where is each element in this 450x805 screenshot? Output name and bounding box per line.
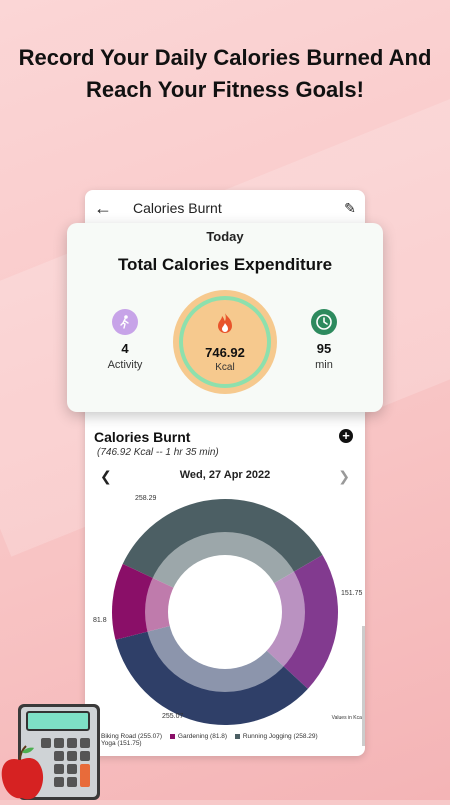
pie-label: 255.07: [162, 713, 184, 720]
slice-biking-road[interactable]: [115, 612, 308, 725]
legend-label: Yoga (151.75): [101, 740, 142, 747]
date-navigator: ❮ Wed, 27 Apr 2022 ❯: [85, 468, 365, 486]
chart-legend: Biking Road (255.07) Gardening (81.8) Ru…: [93, 733, 363, 747]
next-date-chevron-icon[interactable]: ❯: [338, 468, 350, 484]
activity-label: Activity: [107, 359, 143, 371]
walking-person-icon: [112, 309, 138, 335]
time-stat: 95 min: [294, 309, 354, 371]
app-bar-title: Calories Burnt: [133, 200, 222, 216]
legend-item: Running Jogging (258.29): [234, 733, 318, 740]
slice-yoga[interactable]: [225, 554, 338, 689]
activity-stat: 4 Activity: [95, 309, 155, 371]
calories-ring: 746.92 Kcal: [173, 290, 277, 394]
legend-label: Biking Road (255.07): [101, 733, 163, 740]
pie-label: 81.8: [93, 617, 107, 624]
app-logo: [0, 700, 100, 800]
edit-pencil-icon[interactable]: ✎: [344, 199, 356, 216]
back-arrow-icon[interactable]: ←: [94, 197, 112, 218]
headline-line1: Record Your Daily Calories Burned And: [18, 45, 432, 70]
legend-label: Running Jogging (258.29): [242, 733, 318, 740]
legend-item: Yoga (151.75): [93, 740, 142, 747]
duration-value: 95: [316, 341, 332, 356]
duration-unit: min: [315, 359, 333, 371]
pie-label: 258.29: [135, 495, 157, 502]
values-note: Values in Kcal: [331, 715, 363, 721]
legend-swatch: [234, 733, 240, 739]
summary-card: Today Total Calories Expenditure 4 Activ…: [67, 223, 383, 412]
section-subtitle: (746.92 Kcal -- 1 hr 35 min): [97, 447, 219, 458]
legend-item: Biking Road (255.07): [93, 733, 162, 740]
flame-icon: [214, 312, 236, 341]
calories-ring-accent: 746.92 Kcal: [179, 296, 271, 388]
calories-unit: Kcal: [215, 361, 235, 373]
section-title: Calories Burnt: [94, 429, 191, 445]
legend-item: Gardening (81.8): [169, 733, 228, 740]
pie-label: 151.75: [341, 590, 363, 597]
activity-count: 4: [121, 341, 129, 356]
donut-hole: [168, 555, 282, 669]
calories-value: 746.92: [205, 344, 245, 360]
legend-label: Gardening (81.8): [177, 733, 228, 740]
slice-gardening[interactable]: [112, 563, 225, 640]
card-title: Total Calories Expenditure: [117, 255, 333, 274]
headline-line2: Reach Your Fitness Goals!: [86, 77, 364, 102]
card-day-label: Today: [206, 229, 244, 244]
add-plus-icon[interactable]: +: [339, 429, 353, 443]
calories-donut-chart: [112, 499, 338, 725]
clock-icon: [311, 309, 337, 335]
legend-swatch: [169, 733, 175, 739]
app-bar: ← Calories Burnt ✎: [85, 190, 365, 226]
calories-ring-center: 746.92 Kcal: [183, 300, 267, 384]
headline: Record Your Daily Calories Burned And Re…: [0, 42, 450, 106]
previous-date-chevron-icon[interactable]: ❮: [100, 468, 112, 484]
scrollbar[interactable]: [362, 626, 365, 746]
current-date: Wed, 27 Apr 2022: [179, 469, 271, 481]
